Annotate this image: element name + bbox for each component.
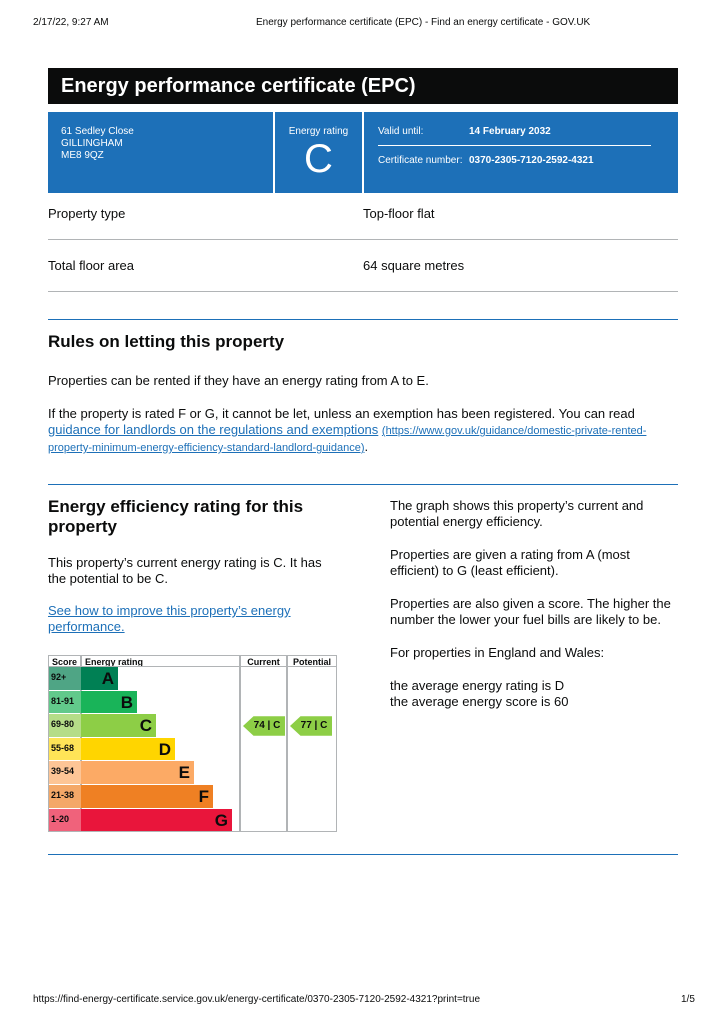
address-line: 61 Sedley Close bbox=[61, 126, 134, 137]
text: . bbox=[364, 439, 369, 454]
address: 61 Sedley Close GILLINGHAM ME8 9QZ bbox=[61, 126, 134, 162]
property-value: 64 square metres bbox=[363, 258, 465, 273]
link-url[interactable]: (https://www.gov.uk/guidance/domestic-pr… bbox=[48, 425, 647, 454]
paragraph: Properties are given a rating from A (mo… bbox=[390, 547, 630, 578]
band-score: 81-91 bbox=[49, 690, 81, 714]
property-label: Total floor area bbox=[48, 258, 134, 273]
row-divider bbox=[48, 239, 678, 240]
property-value: Top-floor flat bbox=[363, 206, 435, 221]
section-heading: Energy efficiency rating for this proper… bbox=[48, 497, 304, 536]
band-score: 1-20 bbox=[49, 808, 81, 832]
text: If the property is rated F or G, it cann… bbox=[48, 406, 635, 421]
rating-arrow: 77 | C bbox=[290, 716, 332, 736]
footer-url: https://find-energy-certificate.service.… bbox=[33, 994, 481, 1005]
average: the average energy rating is D bbox=[390, 678, 565, 693]
banner: Energy performance certificate (EPC) bbox=[48, 68, 678, 104]
band-bar: E bbox=[81, 761, 194, 784]
valid-until: 14 February 2032 bbox=[469, 126, 551, 137]
paragraph: The graph shows this property’s current … bbox=[390, 498, 644, 529]
band-score: 39-54 bbox=[49, 761, 81, 784]
paragraph: Properties can be rented if they have an… bbox=[48, 373, 429, 388]
average: the average energy score is 60 bbox=[390, 694, 569, 709]
energy-graph: Score Energy rating Current Potential 92+ A 81… bbox=[48, 655, 337, 832]
address-line: GILLINGHAM bbox=[61, 138, 123, 149]
section-divider bbox=[48, 319, 678, 320]
averages: the average energy rating is D the avera… bbox=[390, 678, 682, 710]
band-bar: G bbox=[81, 808, 232, 832]
band-score: 55-68 bbox=[49, 737, 81, 761]
band-bar: D bbox=[81, 737, 175, 761]
link[interactable]: guidance for landlords on the regulation… bbox=[48, 422, 379, 437]
address-box: 61 Sedley Close GILLINGHAM ME8 9QZ bbox=[48, 112, 273, 193]
band-score: 92+ bbox=[49, 667, 81, 690]
link[interactable]: See how to improve this property’s energ… bbox=[48, 603, 291, 634]
row-divider bbox=[48, 291, 678, 292]
valid-until-label: Valid until: bbox=[378, 126, 424, 137]
column-body bbox=[240, 666, 287, 832]
rating-arrow: 74 | C bbox=[243, 716, 285, 736]
paragraph: This property’s current energy rating is… bbox=[48, 555, 322, 586]
section-heading: Rules on letting this property bbox=[48, 332, 285, 351]
print-date: 2/17/22, 9:27 AM bbox=[33, 17, 109, 28]
section-divider bbox=[48, 484, 678, 485]
rating-box: Energy rating C bbox=[275, 112, 362, 193]
band-score: 21-38 bbox=[49, 785, 81, 808]
column-body bbox=[287, 666, 337, 832]
certificate-number: 0370-2305-7120-2592-4321 bbox=[469, 155, 594, 166]
paragraph: For properties in England and Wales: bbox=[390, 645, 605, 660]
paragraph: Properties are also given a score. The h… bbox=[390, 596, 671, 627]
rating: C bbox=[304, 137, 333, 181]
divider bbox=[378, 145, 651, 146]
banner-title: Energy performance certificate (EPC) bbox=[61, 75, 416, 97]
rating-label: Energy rating bbox=[288, 126, 349, 137]
paragraph: If the property is rated F or G, it cann… bbox=[48, 406, 680, 456]
address-line: ME8 9QZ bbox=[61, 150, 104, 161]
property-label: Property type bbox=[48, 206, 126, 221]
certificate-label: Certificate number: bbox=[378, 155, 463, 166]
band-bar: A bbox=[81, 667, 118, 690]
page-number: 1/5 bbox=[681, 994, 695, 1005]
band-score: 69-80 bbox=[49, 714, 81, 737]
explanation: The graph shows this property’s current … bbox=[390, 498, 682, 678]
print-title: Energy performance certificate (EPC) - F… bbox=[256, 17, 591, 28]
certificate-box: Valid until: 14 February 2032 Certificat… bbox=[364, 112, 678, 193]
band-bar: C bbox=[81, 714, 156, 737]
band-bar: B bbox=[81, 690, 137, 714]
band-bar: F bbox=[81, 785, 213, 808]
section-divider bbox=[48, 854, 678, 855]
